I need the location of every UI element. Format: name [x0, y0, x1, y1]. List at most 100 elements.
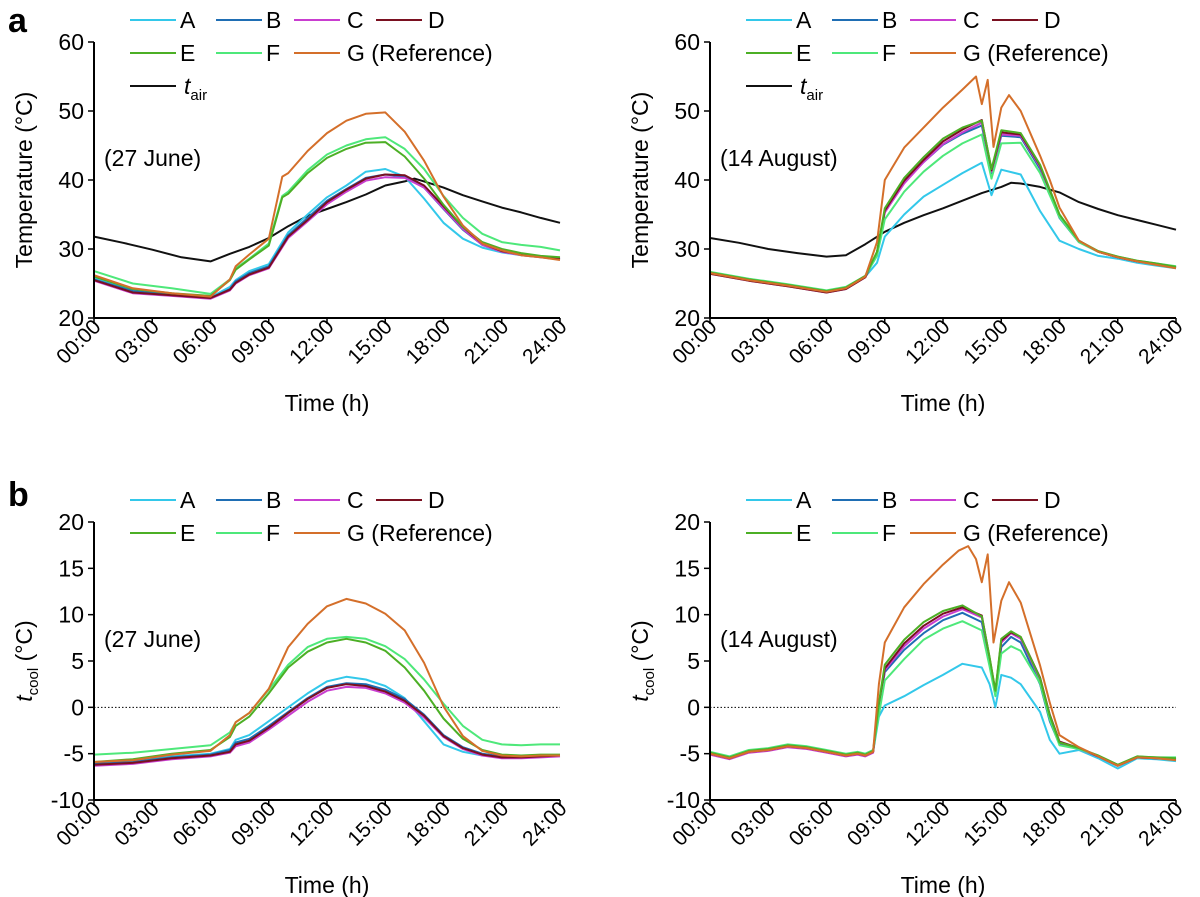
- legend-label: D: [1044, 487, 1061, 513]
- legend-label: D: [428, 487, 445, 513]
- series-line-a: [93, 168, 561, 299]
- legend-label: G (Reference): [963, 40, 1109, 66]
- legend-label: F: [882, 40, 896, 66]
- x-axis-title: Time (h): [901, 390, 986, 416]
- legend-label: F: [882, 520, 896, 546]
- y-tick-label: 15: [674, 555, 700, 581]
- legend-label: D: [428, 7, 445, 33]
- y-tick-label: 50: [674, 98, 700, 124]
- legend-label: C: [347, 7, 364, 33]
- panel-b-label: b: [8, 476, 29, 514]
- y-tick-label: -10: [51, 787, 84, 813]
- y-axis-title: Temperature (°C): [11, 92, 37, 269]
- x-tick-label: 03:00: [726, 315, 779, 368]
- legend-label: B: [882, 7, 897, 33]
- y-axis-title: Temperature (°C): [627, 92, 653, 269]
- x-tick-label: 03:00: [110, 315, 163, 368]
- x-axis-title: Time (h): [285, 872, 370, 897]
- series-line-d: [93, 683, 561, 766]
- y-axis-title: tcool (°C): [627, 620, 658, 701]
- x-tick-label: 03:00: [110, 797, 163, 850]
- legend-label: A: [796, 7, 812, 33]
- x-tick-label: 09:00: [227, 797, 280, 850]
- series-line-g-reference-: [709, 75, 1177, 293]
- legend-label: C: [963, 7, 980, 33]
- y-tick-label: 0: [71, 694, 84, 720]
- y-tick-label: 50: [58, 98, 84, 124]
- series-line-t-air: [709, 181, 1177, 258]
- x-tick-label: 12:00: [285, 797, 338, 850]
- x-tick-label: 15:00: [343, 315, 396, 368]
- x-tick-label: 24:00: [518, 315, 571, 368]
- legend-label: B: [266, 7, 281, 33]
- y-tick-label: 30: [674, 236, 700, 262]
- x-axis-title: Time (h): [901, 872, 986, 897]
- x-axis-title: Time (h): [285, 390, 370, 416]
- x-tick-label: 06:00: [169, 797, 222, 850]
- y-tick-label: 20: [674, 305, 700, 331]
- series-line-g-reference-: [93, 111, 561, 298]
- legend-label: A: [796, 487, 812, 513]
- legend-label: A: [180, 487, 196, 513]
- y-tick-label: 20: [674, 509, 700, 535]
- x-tick-label: 24:00: [518, 797, 571, 850]
- series-line-t-air: [93, 177, 561, 263]
- legend-label: C: [347, 487, 364, 513]
- legend-label: tair: [184, 73, 207, 104]
- y-tick-label: -5: [680, 741, 700, 767]
- legend-label: B: [266, 487, 281, 513]
- x-tick-label: 15:00: [343, 797, 396, 850]
- legend-label: E: [180, 520, 195, 546]
- x-tick-label: 18:00: [1018, 315, 1071, 368]
- x-tick-label: 15:00: [959, 315, 1012, 368]
- x-tick-label: 21:00: [1076, 315, 1129, 368]
- series-line-a: [709, 161, 1177, 293]
- legend-label: G (Reference): [347, 520, 493, 546]
- series-line-f: [93, 635, 560, 756]
- legend-label: E: [796, 40, 811, 66]
- legend-label: B: [882, 487, 897, 513]
- legend-label: C: [963, 487, 980, 513]
- x-tick-label: 12:00: [901, 797, 954, 850]
- x-tick-label: 06:00: [785, 315, 838, 368]
- y-axis-title: tcool (°C): [11, 620, 42, 701]
- y-tick-label: 0: [687, 694, 700, 720]
- x-tick-label: 12:00: [285, 315, 338, 368]
- x-tick-label: 21:00: [1076, 797, 1129, 850]
- y-tick-label: 10: [674, 602, 700, 628]
- x-tick-label: 21:00: [460, 315, 513, 368]
- legend-label: F: [266, 40, 280, 66]
- x-tick-label: 06:00: [785, 797, 838, 850]
- x-tick-label: 24:00: [1134, 797, 1187, 850]
- y-tick-label: -5: [64, 741, 84, 767]
- x-tick-label: 24:00: [1134, 315, 1187, 368]
- x-tick-label: 18:00: [402, 797, 455, 850]
- y-tick-label: 20: [58, 305, 84, 331]
- x-tick-label: 18:00: [1018, 797, 1071, 850]
- y-tick-label: 60: [58, 29, 84, 55]
- x-tick-label: 09:00: [843, 797, 896, 850]
- legend-label: F: [266, 520, 280, 546]
- legend-label: D: [1044, 7, 1061, 33]
- x-tick-label: 06:00: [169, 315, 222, 368]
- x-tick-label: 18:00: [402, 315, 455, 368]
- panel-a-label: a: [8, 2, 27, 40]
- y-tick-label: 20: [58, 509, 84, 535]
- y-tick-label: 40: [674, 167, 700, 193]
- date-annotation: (14 August): [720, 145, 838, 171]
- x-tick-label: 21:00: [460, 797, 513, 850]
- y-tick-label: 30: [58, 236, 84, 262]
- x-tick-label: 12:00: [901, 315, 954, 368]
- date-annotation: (14 August): [720, 626, 838, 652]
- series-line-g-reference-: [709, 545, 1177, 767]
- date-annotation: (27 June): [104, 145, 201, 171]
- legend-label: tair: [800, 73, 823, 104]
- x-tick-label: 09:00: [843, 315, 896, 368]
- legend-label: E: [796, 520, 811, 546]
- series-line-g-reference-: [93, 597, 560, 763]
- y-tick-label: 40: [58, 167, 84, 193]
